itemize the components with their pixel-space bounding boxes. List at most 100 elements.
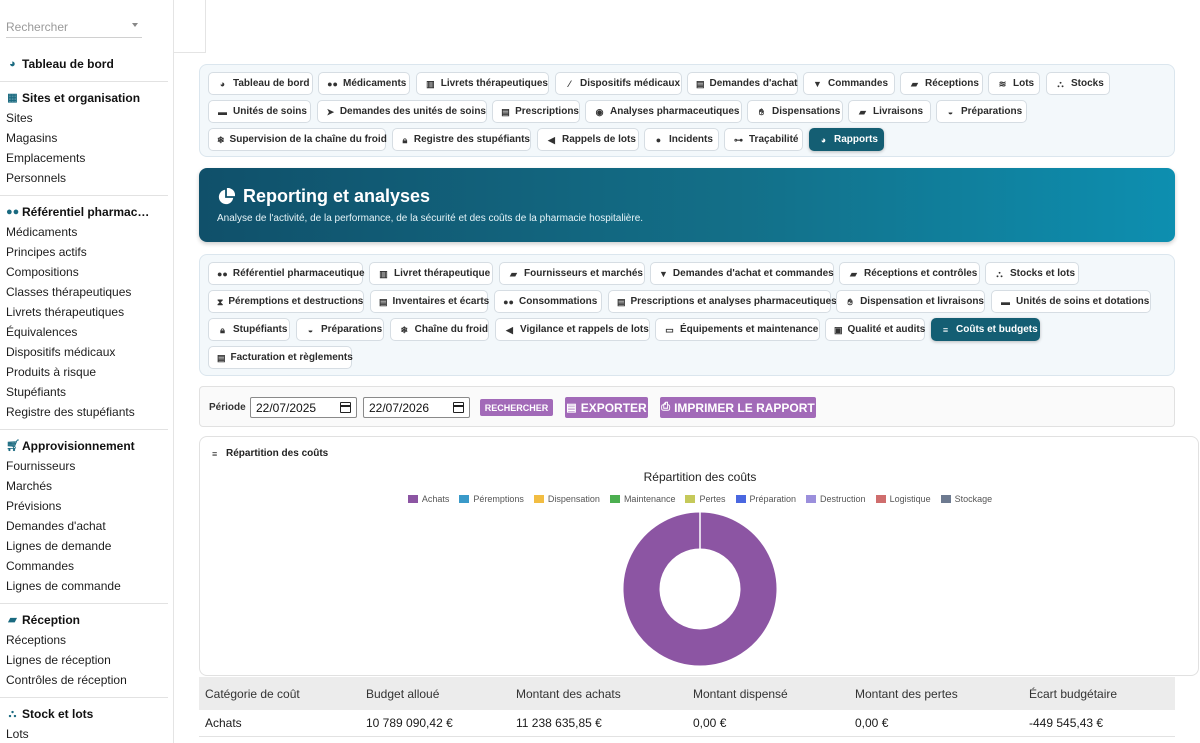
- sidebar-item[interactable]: Lignes de demande: [6, 539, 112, 553]
- sidebar-section-header[interactable]: ⛬ Stock et lots: [0, 704, 173, 724]
- report-tab[interactable]: ✋︎ Dispensation et livraisons: [836, 290, 985, 313]
- legend-item[interactable]: Stockage: [940, 494, 992, 504]
- legend-item[interactable]: Préparation: [735, 494, 796, 504]
- sidebar-section-header[interactable]: ▦ Sites et organisation: [0, 88, 173, 108]
- nav-livraisons[interactable]: ▰ Livraisons: [848, 100, 931, 123]
- legend-item[interactable]: Achats: [407, 494, 449, 504]
- sidebar-item[interactable]: Équivalences: [6, 325, 78, 339]
- report-tab[interactable]: ▬ Unités de soins et dotations: [991, 290, 1151, 313]
- nav-tracabilite[interactable]: ⊶ Traçabilité: [724, 128, 803, 151]
- chevron-down-icon[interactable]: [132, 23, 138, 27]
- sidebar-section-header[interactable]: 🛒︎ Approvisionnement: [0, 436, 173, 456]
- report-tab[interactable]: ▥ Livret thérapeutique: [369, 262, 493, 285]
- report-tab[interactable]: ●● Référentiel pharmaceutique: [208, 262, 365, 285]
- search-button[interactable]: RECHERCHER: [480, 399, 553, 416]
- legend-item[interactable]: Pertes: [685, 494, 726, 504]
- sidebar-item-sites[interactable]: Sites: [6, 111, 33, 125]
- calendar-icon[interactable]: [453, 402, 464, 413]
- sidebar-item[interactable]: Réceptions: [6, 633, 67, 647]
- nav-demandes-achat[interactable]: ▤ Demandes d'achat: [687, 72, 798, 95]
- report-tab[interactable]: ▤ Facturation et règlements: [208, 346, 353, 369]
- report-tab[interactable]: ⛬ Stocks et lots: [985, 262, 1079, 285]
- sidebar-item[interactable]: Lignes de réception: [6, 653, 111, 667]
- legend-item[interactable]: Dispensation: [533, 494, 600, 504]
- sidebar-item[interactable]: Prévisions: [6, 499, 62, 513]
- sidebar-item[interactable]: Produits à risque: [6, 365, 97, 379]
- legend-item[interactable]: Logistique: [875, 494, 931, 504]
- nav-tableau-de-bord[interactable]: ◕ Tableau de bord: [208, 72, 313, 95]
- report-tab-couts-budgets[interactable]: ≡ Coûts et budgets: [931, 318, 1040, 341]
- sidebar-item[interactable]: Classes thérapeutiques: [6, 285, 132, 299]
- nav-prescriptions[interactable]: ▤ Prescriptions: [492, 100, 580, 123]
- sidebar-section-referentiel: ●● Référentiel pharmac… Médicaments Princ…: [0, 202, 173, 422]
- nav-unites-soins[interactable]: ▬ Unités de soins: [208, 100, 311, 123]
- nav-lots[interactable]: ≋ Lots: [988, 72, 1040, 95]
- sidebar-dashboard[interactable]: ◕ Tableau de bord: [0, 54, 173, 74]
- nav-chaine-froid[interactable]: ❄ Supervision de la chaîne du froid: [208, 128, 387, 151]
- sidebar-item[interactable]: Dispositifs médicaux: [6, 345, 116, 359]
- sidebar-section-header[interactable]: ▰ Réception: [0, 610, 173, 630]
- search-input[interactable]: Rechercher: [6, 18, 142, 38]
- nav-dispositifs[interactable]: ⁄ Dispositifs médicaux: [555, 72, 682, 95]
- report-tab[interactable]: ◀ Vigilance et rappels de lots: [495, 318, 650, 341]
- donut-slice[interactable]: [623, 512, 777, 666]
- nav-commandes[interactable]: ▼ Commandes: [803, 72, 895, 95]
- nav-incidents[interactable]: ● Incidents: [644, 128, 719, 151]
- column-header[interactable]: Montant dispensé: [687, 677, 849, 710]
- column-header[interactable]: Montant des achats: [510, 677, 687, 710]
- report-tab[interactable]: ▰ Fournisseurs et marchés: [499, 262, 645, 285]
- legend-item[interactable]: Destruction: [806, 494, 866, 504]
- sidebar-item[interactable]: Contrôles de réception: [6, 673, 127, 687]
- sidebar-item[interactable]: Médicaments: [6, 225, 78, 239]
- report-tab[interactable]: 🔒︎ Stupéfiants: [208, 318, 290, 341]
- column-header[interactable]: Écart budgétaire: [1023, 677, 1175, 710]
- export-button[interactable]: ▤ EXPORTER: [565, 397, 648, 418]
- nav-medicaments[interactable]: ●● Médicaments: [318, 72, 410, 95]
- report-tab[interactable]: ▣ Qualité et audits: [825, 318, 925, 341]
- report-tab[interactable]: ▰ Réceptions et contrôles: [839, 262, 980, 285]
- sidebar-item[interactable]: Stupéfiants: [6, 385, 67, 399]
- sidebar-item[interactable]: Registre des stupéfiants: [6, 405, 135, 419]
- column-header[interactable]: Catégorie de coût: [199, 677, 360, 710]
- report-tab[interactable]: ▼ Demandes d'achat et commandes: [650, 262, 834, 285]
- report-tab[interactable]: ⧗ Péremptions et destructions: [208, 290, 364, 313]
- printer-icon: ⎙: [661, 401, 671, 413]
- report-tab[interactable]: ❄ Chaîne du froid: [390, 318, 489, 341]
- nav-preparations[interactable]: ◒ Préparations: [936, 100, 1027, 123]
- report-tab[interactable]: ●● Consommations: [494, 290, 602, 313]
- sidebar-item[interactable]: Lignes de commande: [6, 579, 121, 593]
- date-to-input[interactable]: 22/07/2026: [363, 397, 470, 418]
- legend-item[interactable]: Maintenance: [609, 494, 675, 504]
- sidebar-item-emplacements[interactable]: Emplacements: [6, 151, 86, 165]
- nav-livrets[interactable]: ▥ Livrets thérapeutiques: [416, 72, 549, 95]
- column-header[interactable]: Budget alloué: [360, 677, 510, 710]
- print-report-button[interactable]: ⎙ IMPRIMER LE RAPPORT: [660, 397, 816, 418]
- report-tab[interactable]: ▤ Prescriptions et analyses pharmaceutiqu…: [608, 290, 837, 313]
- sidebar-item-personnels[interactable]: Personnels: [6, 171, 67, 185]
- report-tab[interactable]: ▭ Équipements et maintenance: [655, 318, 820, 341]
- calendar-icon[interactable]: [340, 402, 351, 413]
- sidebar-item[interactable]: Marchés: [6, 479, 53, 493]
- nav-rappels-lots[interactable]: ◀ Rappels de lots: [537, 128, 639, 151]
- sidebar-item[interactable]: Fournisseurs: [6, 459, 76, 473]
- nav-analyses[interactable]: ◉ Analyses pharmaceutiques: [585, 100, 742, 123]
- report-tab[interactable]: ◒ Préparations: [296, 318, 384, 341]
- sidebar-item-magasins[interactable]: Magasins: [6, 131, 58, 145]
- date-from-input[interactable]: 22/07/2025: [250, 397, 357, 418]
- sidebar-item[interactable]: Lots: [6, 727, 29, 741]
- sidebar-item[interactable]: Compositions: [6, 265, 79, 279]
- sidebar-section-header[interactable]: ●● Référentiel pharmac…: [0, 202, 173, 222]
- nav-rapports[interactable]: ◕ Rapports: [809, 128, 884, 151]
- nav-stocks[interactable]: ⛬ Stocks: [1046, 72, 1110, 95]
- sidebar-item[interactable]: Principes actifs: [6, 245, 87, 259]
- nav-registre-stupefiants[interactable]: 🔒︎ Registre des stupéfiants: [392, 128, 531, 151]
- legend-item[interactable]: Péremptions: [459, 494, 524, 504]
- nav-receptions[interactable]: ▰ Réceptions: [900, 72, 983, 95]
- nav-demandes-unites[interactable]: ➤ Demandes des unités de soins: [317, 100, 487, 123]
- sidebar-item[interactable]: Livrets thérapeutiques: [6, 305, 125, 319]
- sidebar-item[interactable]: Commandes: [6, 559, 75, 573]
- column-header[interactable]: Montant des pertes: [849, 677, 1023, 710]
- sidebar-item[interactable]: Demandes d'achat: [6, 519, 106, 533]
- report-tab[interactable]: ▤ Inventaires et écarts: [370, 290, 489, 313]
- nav-dispensations[interactable]: ✋︎ Dispensations: [747, 100, 843, 123]
